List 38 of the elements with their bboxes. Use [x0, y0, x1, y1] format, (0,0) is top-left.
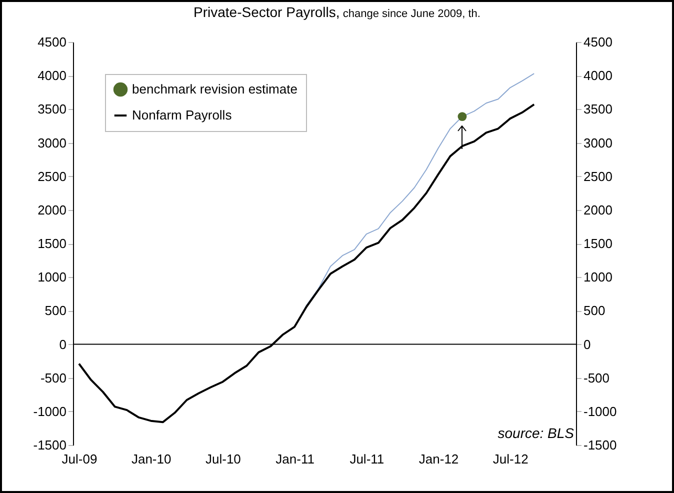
y-tick-label: -500 — [40, 370, 66, 386]
x-tick-label: Jan-12 — [418, 452, 459, 466]
y-tick-label: 3000 — [38, 135, 66, 150]
legend-label: Nonfarm Payrolls — [132, 108, 232, 122]
annotation: source: BLS — [498, 425, 575, 441]
y2-tick-label: 2500 — [584, 168, 612, 184]
legend-label: benchmark revision estimate — [132, 82, 298, 96]
x-tick-label: Jul-12 — [492, 452, 528, 466]
y-tick-label: 1500 — [38, 236, 66, 251]
y2-tick-label: 500 — [584, 303, 606, 318]
y-tick-label: 500 — [44, 303, 66, 318]
y-tick-label: 2000 — [38, 202, 66, 218]
chart-title: Private-Sector Payrolls, — [194, 4, 340, 20]
y-tick-label: 3500 — [38, 102, 66, 117]
y2-tick-label: 1500 — [584, 236, 612, 251]
y2-tick-label: -1000 — [584, 404, 617, 419]
y2-tick-label: 4000 — [584, 68, 612, 84]
y2-tick-label: 0 — [584, 336, 591, 352]
y-tick-label: -1500 — [33, 438, 66, 452]
x-tick-label: Jul-10 — [205, 452, 241, 466]
y2-tick-label: -500 — [584, 370, 610, 386]
x-tick-label: Jan-10 — [131, 452, 172, 466]
y2-tick-label: 1000 — [584, 270, 612, 285]
y-tick-label: 4000 — [38, 68, 66, 84]
chart-subtitle: change since June 2009, th. — [342, 8, 480, 20]
y2-tick-label: 3000 — [584, 135, 612, 150]
y2-tick-label: 3500 — [584, 102, 612, 117]
y2-tick-label: 2000 — [584, 202, 612, 218]
x-tick-label: Jul-09 — [62, 452, 98, 466]
x-tick-label: Jan-11 — [276, 452, 314, 466]
y-tick-label: 4500 — [38, 34, 66, 50]
y2-tick-label: -1500 — [584, 438, 617, 452]
y-tick-label: 2500 — [38, 168, 66, 184]
y2-tick-label: 4500 — [584, 34, 612, 50]
y-tick-label: 0 — [59, 336, 66, 352]
y-tick-label: 1000 — [38, 270, 66, 285]
y-tick-label: -1000 — [33, 404, 66, 419]
x-tick-label: Jul-11 — [350, 452, 384, 466]
